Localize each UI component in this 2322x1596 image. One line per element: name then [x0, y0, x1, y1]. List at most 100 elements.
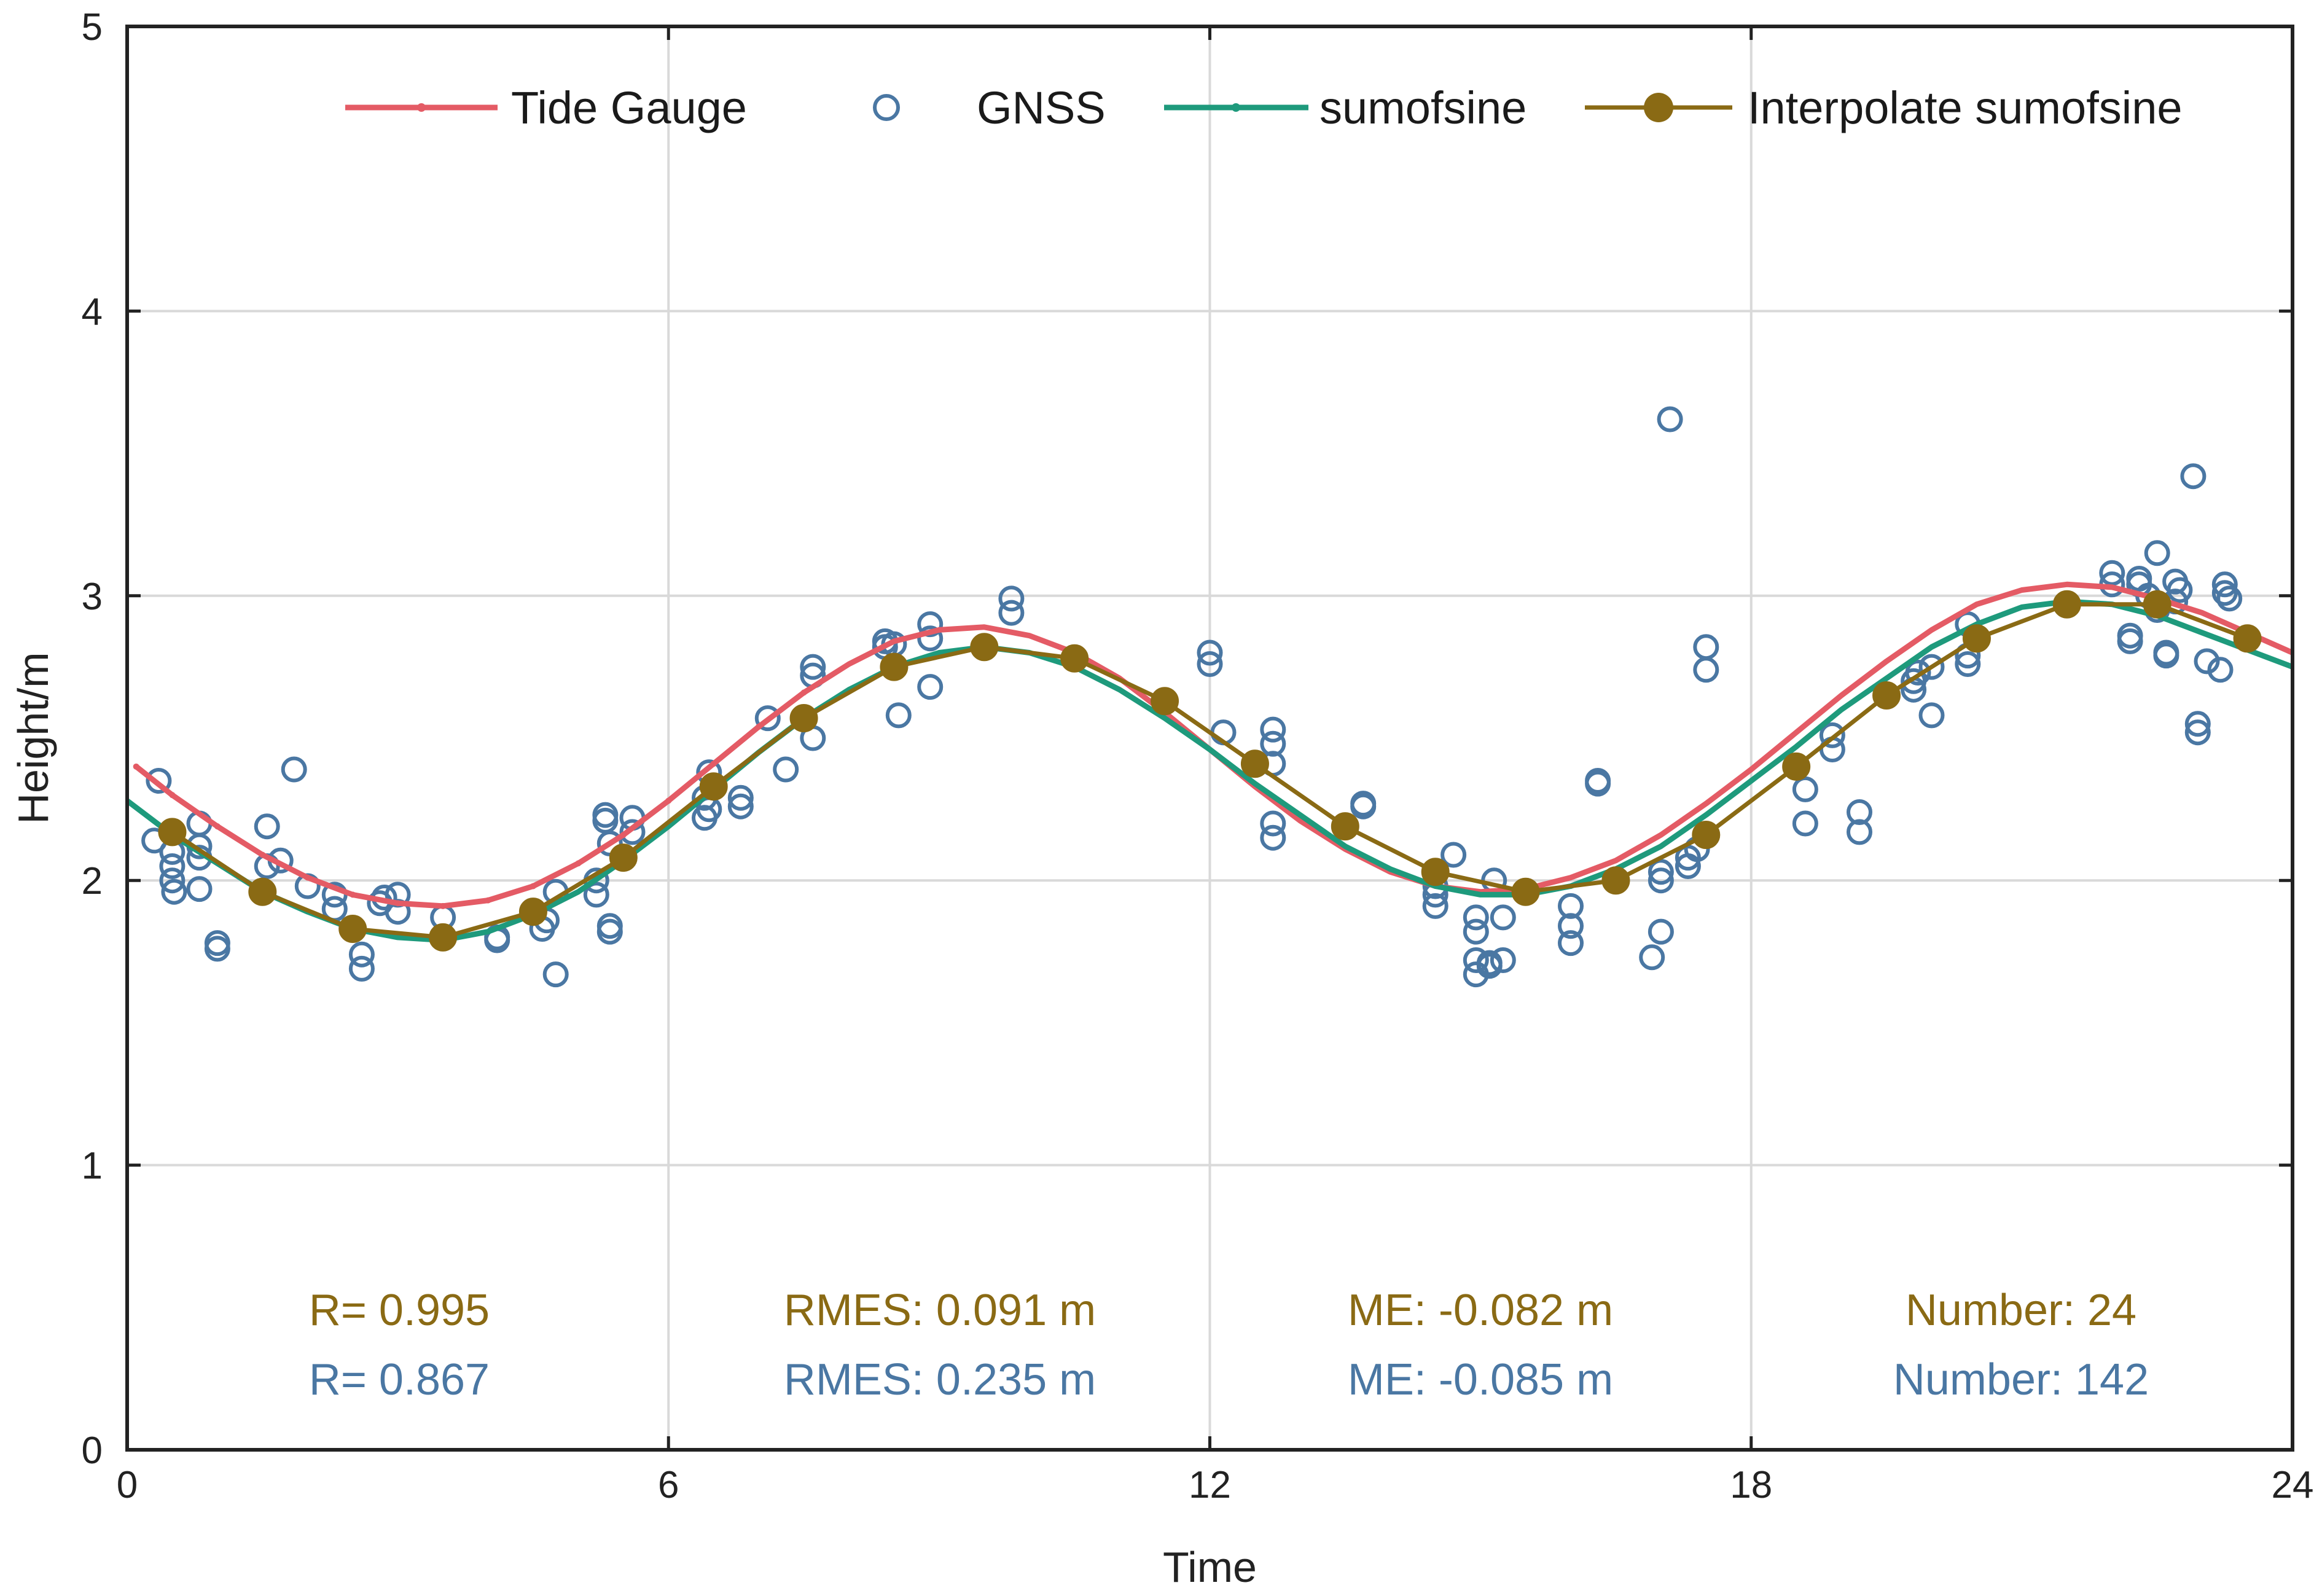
gnss-point-101: [1792, 776, 1818, 802]
tide-gauge-point-11: [620, 832, 627, 839]
gnss-point-71: [1350, 791, 1377, 817]
gnss-point-58: [917, 625, 944, 652]
gnss-point-122: [2144, 540, 2170, 566]
tide-gauge-point-9: [530, 883, 536, 890]
tide-gauge-point-4: [304, 874, 311, 881]
gnss-point-100: [1792, 810, 1818, 837]
gnss-point-5: [161, 878, 187, 905]
series-sumofsine: [125, 598, 2294, 943]
interpolate-point-23: [2233, 624, 2262, 653]
legend: Tide Gauge GNSS sumofsine Interpolate su…: [345, 82, 2183, 133]
tide-gauge-point-5: [350, 891, 356, 898]
gnss-point-131: [2194, 648, 2220, 675]
legend-item-gnss: GNSS: [873, 82, 1106, 133]
interpolate-point-15: [1511, 877, 1540, 906]
interpolate-point-5: [609, 843, 638, 872]
gnss-point-109: [1918, 702, 1945, 729]
gnss-point-77: [1463, 947, 1489, 973]
interpolate-point-22: [2143, 590, 2172, 619]
stat-gnss-number: Number: 142: [1893, 1355, 2149, 1404]
gnss-point-63: [1197, 640, 1223, 666]
interpolate-point-20: [1962, 624, 1991, 653]
interpolate-point-18: [1782, 752, 1811, 781]
grid-lines: [127, 26, 2293, 1450]
interpolate-point-17: [1692, 821, 1721, 850]
gnss-point-83: [1490, 947, 1516, 973]
legend-marker-interpolate: [1644, 93, 1673, 122]
gnss-point-134: [2211, 571, 2238, 598]
gnss-point-115: [2099, 560, 2125, 586]
gnss-point-75: [1440, 842, 1467, 868]
tide-gauge-point-12: [665, 797, 672, 804]
gnss-point-86: [1558, 913, 1584, 939]
gnss-point-65: [1260, 730, 1286, 757]
gnss-point-19: [348, 955, 375, 982]
interpolate-point-10: [1060, 644, 1089, 673]
gnss-point-93: [1648, 859, 1674, 885]
interpolate-point-16: [1601, 866, 1630, 895]
interpolate-point-6: [699, 772, 728, 801]
stat-gnss-me: ME: -0.085 m: [1348, 1355, 1613, 1404]
legend-marker-gnss: [873, 94, 900, 121]
y-tick-label-0: 0: [82, 1430, 103, 1472]
gnss-point-15: [281, 756, 307, 783]
gnss-point-56: [885, 702, 912, 729]
gnss-point-128: [2180, 463, 2207, 490]
legend-label-gnss: GNSS: [977, 82, 1106, 133]
gnss-point-48: [754, 705, 781, 732]
gnss-point-111: [1955, 651, 1981, 677]
interpolate-line: [171, 602, 2248, 940]
gnss-point-89: [1585, 768, 1611, 794]
y-tick-label-2: 2: [82, 860, 103, 902]
gnss-point-52: [800, 654, 826, 680]
gnss-point-87: [1558, 893, 1584, 919]
interpolate-point-7: [789, 704, 818, 733]
gnss-point-108: [1905, 659, 1931, 686]
interpolate-point-2: [338, 914, 367, 943]
y-axis-title: Height/m: [9, 652, 57, 824]
x-tick-label-6: 6: [658, 1464, 679, 1506]
series-interpolate: [158, 590, 2262, 952]
gnss-point-62: [1197, 651, 1223, 677]
interpolate-point-21: [2052, 590, 2081, 619]
gnss-point-72: [1422, 893, 1448, 919]
interpolate-point-0: [158, 818, 187, 847]
tide-gauge-point-1: [169, 792, 176, 799]
gnss-point-103: [1819, 722, 1845, 748]
tide-gauge-point-15: [800, 689, 807, 696]
tide-gauge-point-6: [394, 900, 401, 907]
x-tick-label-0: 0: [117, 1464, 138, 1506]
gnss-point-60: [998, 600, 1025, 626]
stat-gnss-r: R= 0.867: [309, 1355, 490, 1404]
interpolate-point-1: [248, 877, 277, 906]
statistics-annotations: R= 0.995 RMES: 0.091 m ME: -0.082 m Numb…: [309, 1286, 2149, 1404]
gnss-point-90: [1639, 944, 1665, 971]
gnss-point-79: [1463, 904, 1489, 931]
gnss-point-1: [146, 768, 172, 794]
interpolate-point-12: [1240, 749, 1269, 778]
gnss-point-133: [2211, 580, 2238, 606]
gnss-point-39: [619, 819, 646, 845]
gnss-point-78: [1463, 918, 1489, 945]
gnss-point-66: [1260, 716, 1286, 743]
tide-gauge-point-8: [485, 897, 491, 904]
stat-interpolate-number: Number: 24: [1906, 1286, 2136, 1335]
stat-gnss-rmes: RMES: 0.235 m: [784, 1355, 1096, 1404]
gnss-point-20: [348, 941, 375, 968]
interpolate-point-3: [429, 923, 458, 952]
gnss-point-13: [254, 813, 280, 840]
gnss-point-35: [592, 802, 619, 828]
x-tick-label-18: 18: [1730, 1464, 1772, 1506]
gnss-point-110: [1918, 654, 1945, 680]
gnss-point-117: [2117, 622, 2143, 649]
gnss-point-61: [998, 585, 1025, 612]
gnss-point-105: [1847, 799, 1872, 825]
gnss-point-104: [1847, 819, 1872, 845]
gnss-point-127: [2167, 577, 2193, 603]
gnss-point-2: [159, 867, 186, 894]
sumofsine-line: [125, 598, 2294, 943]
series-layer: [125, 406, 2294, 988]
stat-interpolate-rmes: RMES: 0.091 m: [784, 1286, 1096, 1335]
